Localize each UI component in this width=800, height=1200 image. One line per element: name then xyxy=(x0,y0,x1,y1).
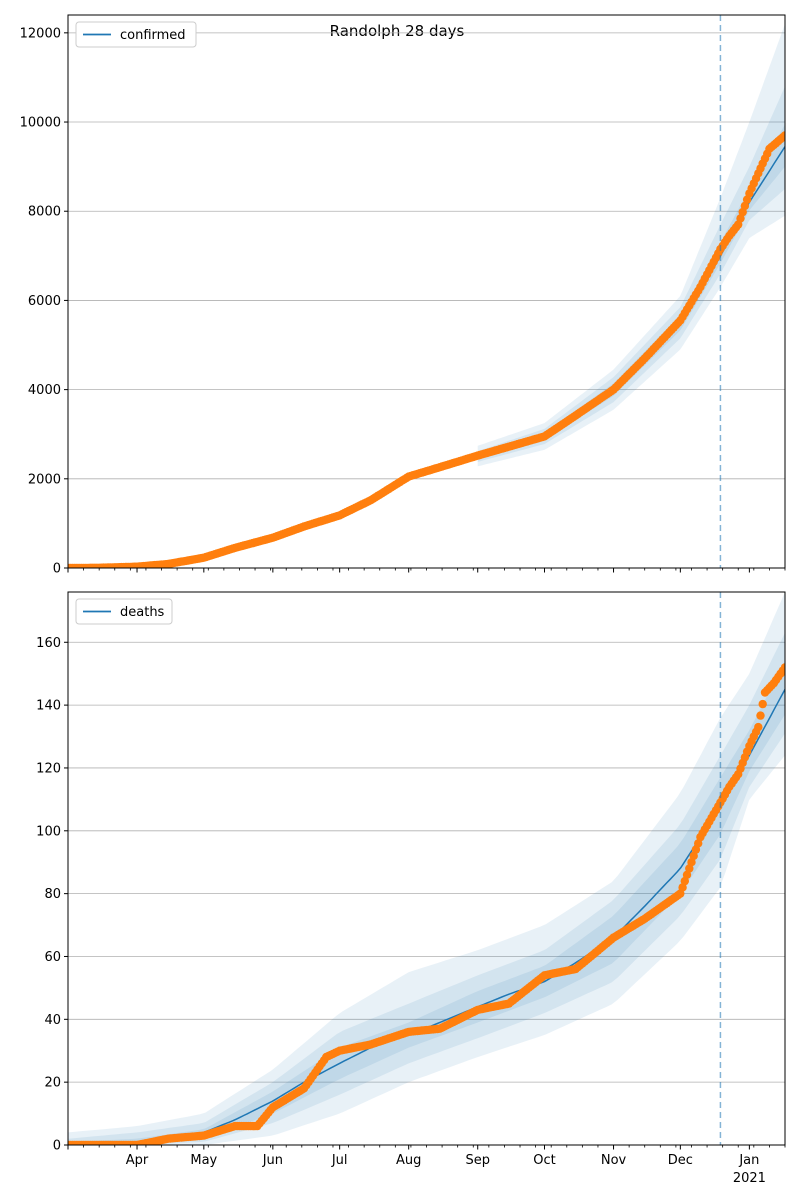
legend-box xyxy=(75,21,197,48)
x-tick-label: Oct xyxy=(533,1153,555,1168)
observed-point xyxy=(758,699,767,709)
y-tick-label: 2000 xyxy=(28,472,61,487)
observed-point xyxy=(780,131,785,140)
uncertainty-band xyxy=(68,592,785,1145)
axes-frame xyxy=(67,14,786,569)
y-tick-label: 12000 xyxy=(20,26,61,41)
deaths-panel: 0 20 40 60 80 100 120 140 160 Apr May Jun Jul Aug Sep O… xyxy=(36,591,786,1186)
x-tick-label: Jun xyxy=(262,1153,283,1168)
y-tick-label: 8000 xyxy=(28,205,61,220)
chart-title: Randolph 28 days xyxy=(330,22,465,40)
uncertainty-band xyxy=(477,86,785,462)
observed-point xyxy=(687,858,696,867)
uncertainty-band xyxy=(68,661,785,1145)
plot-area xyxy=(68,592,785,1145)
y-tick-label: 100 xyxy=(36,824,61,839)
y-tick-label: 0 xyxy=(53,1139,61,1154)
plot-area xyxy=(68,23,785,568)
x-tick-label: Jan xyxy=(738,1153,759,1168)
y-tick-label: 4000 xyxy=(28,383,61,398)
observed-point xyxy=(780,663,785,672)
observed-point xyxy=(678,883,687,892)
y-tick-label: 160 xyxy=(36,636,61,651)
legend-label: confirmed xyxy=(120,28,186,43)
x-tick-label: Aug xyxy=(396,1153,421,1168)
x-tick-label: Sep xyxy=(465,1153,490,1168)
legend-label: deaths xyxy=(120,605,165,620)
model-line xyxy=(68,146,785,568)
legend: deaths xyxy=(75,598,173,625)
legend: confirmed xyxy=(75,21,197,48)
y-tick-label: 6000 xyxy=(28,294,61,309)
observed-point xyxy=(740,201,750,211)
x-tick-label: Dec xyxy=(668,1153,693,1168)
x-tick-label: Jul xyxy=(331,1153,348,1168)
y-tick-label: 20 xyxy=(44,1076,61,1091)
observed-point xyxy=(680,876,689,886)
x-tick-label: Nov xyxy=(601,1153,627,1168)
y-tick-label: 0 xyxy=(53,562,61,577)
y-tick-label: 120 xyxy=(36,761,61,776)
observed-point xyxy=(685,864,694,873)
observed-point xyxy=(756,711,765,720)
legend-box xyxy=(75,598,173,625)
x-tick-label: Apr xyxy=(126,1153,149,1168)
observed-point xyxy=(736,214,745,223)
x-tick-label: May xyxy=(190,1153,217,1168)
observed-point xyxy=(682,870,692,879)
x-tick-year-label: 2021 xyxy=(733,1171,766,1186)
uncertainty-band xyxy=(68,632,785,1145)
y-tick-label: 60 xyxy=(44,950,61,965)
confirmed-panel: 0 2000 4000 6000 8000 10000 12000 confirmed xyxy=(20,14,786,577)
y-tick-label: 80 xyxy=(44,887,61,902)
observed-point xyxy=(754,722,763,732)
uncertainty-band xyxy=(477,23,785,467)
observed-point xyxy=(694,839,703,848)
y-tick-label: 40 xyxy=(44,1013,61,1028)
y-tick-label: 140 xyxy=(36,699,61,714)
observed-point xyxy=(689,851,698,861)
y-tick-label: 10000 xyxy=(20,116,61,131)
